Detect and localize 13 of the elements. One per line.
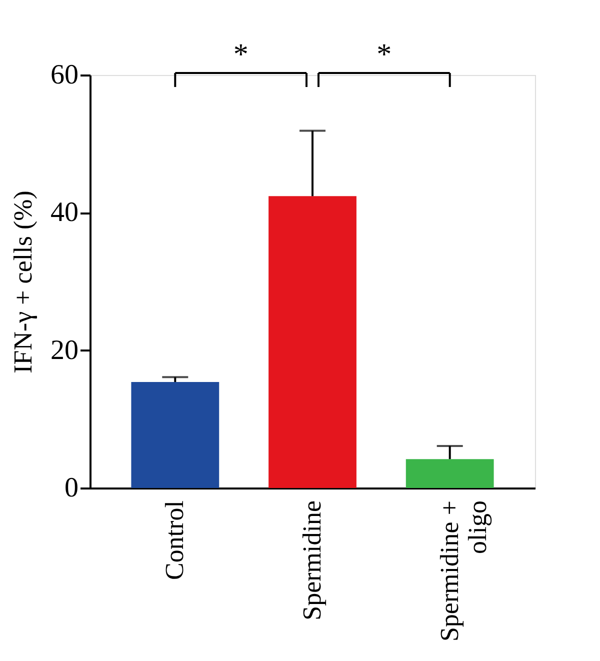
y-tick-label: 20: [50, 334, 78, 366]
x-tick-label: Spermidine: [298, 500, 326, 620]
y-tick-label: 60: [50, 60, 78, 90]
text: *: [233, 38, 248, 71]
x-tick-label: Spermidine + oligo: [434, 500, 492, 642]
bar: [406, 459, 494, 488]
bar: [268, 196, 356, 488]
y-tick-label: 0: [64, 472, 78, 504]
text: *: [376, 38, 392, 71]
x-tick-label: Control: [160, 500, 190, 580]
y-axis-title: IFN-γ + cells (%): [8, 190, 38, 374]
bar: [131, 382, 220, 488]
y-tick-label: 40: [50, 197, 78, 228]
